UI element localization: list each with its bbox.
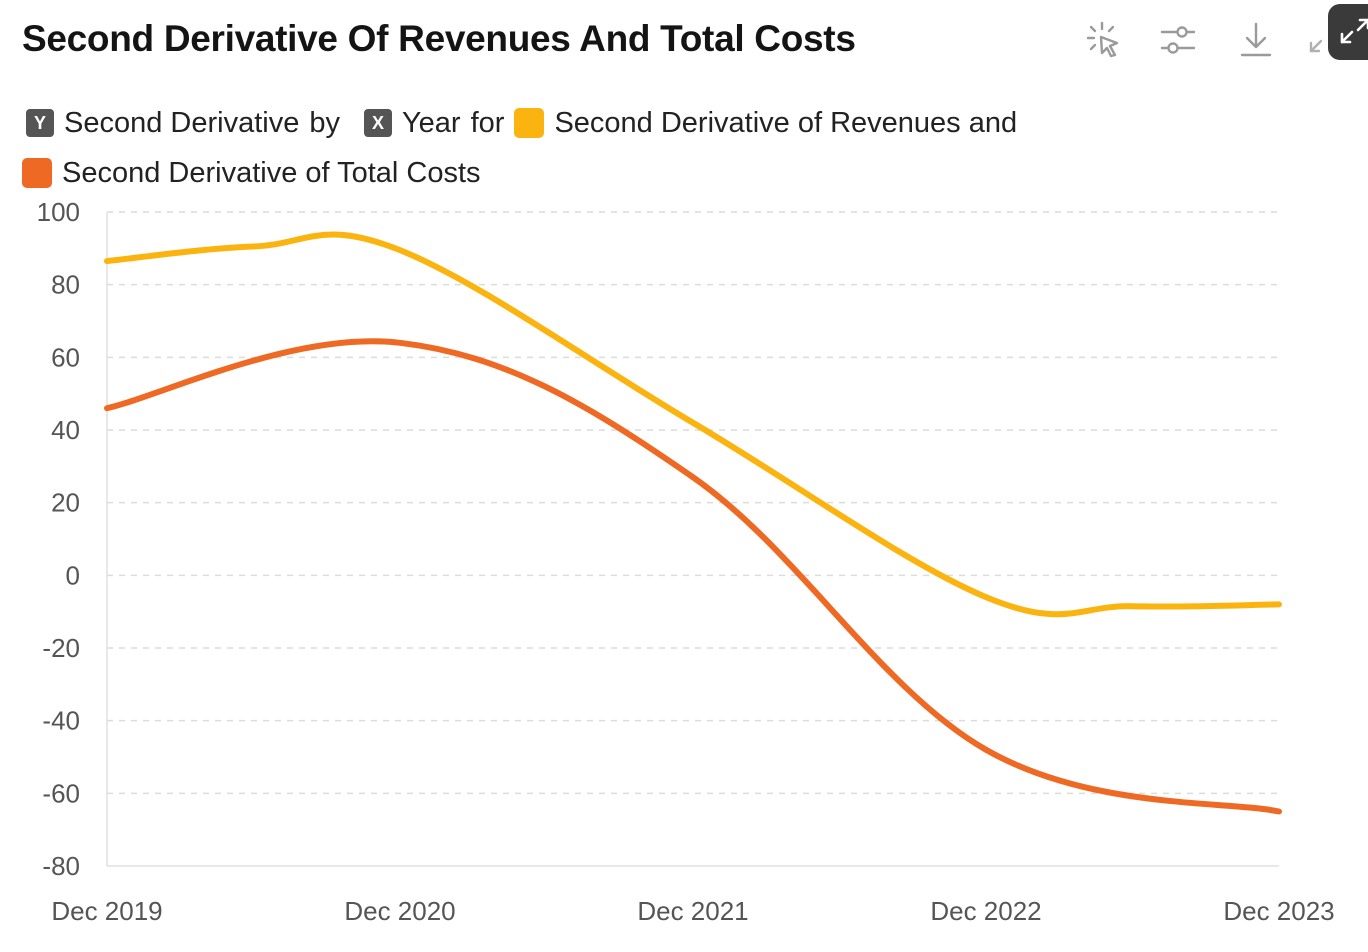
y-tick-label: -20 [42, 633, 80, 663]
y-tick-label: -40 [42, 706, 80, 736]
download-icon[interactable] [1234, 18, 1278, 62]
chart-toolbar [1080, 4, 1368, 62]
chart-legend: Y Second Derivative by X Year for Second… [22, 98, 1062, 198]
y-tick-label: 80 [51, 270, 80, 300]
legend-row-2: Second Derivative of Total Costs [22, 148, 1062, 198]
y-tick-label: 100 [37, 197, 80, 227]
revenues-series-line [104, 231, 1282, 618]
y-key-badge: Y [26, 109, 54, 137]
y-tick-label: 40 [51, 415, 80, 445]
y-tick-label: 60 [51, 342, 80, 372]
x-tick-label: Dec 2020 [344, 896, 455, 926]
x-axis-legend-text: Year [401, 107, 461, 139]
for-text: for [470, 107, 505, 139]
legend-row-1: Y Second Derivative by X Year for Second… [22, 98, 1062, 148]
revenues-legend-label[interactable]: Second Derivative of Revenues and [554, 107, 1018, 139]
x-key-badge: X [363, 109, 392, 137]
y-tick-label: -60 [42, 778, 80, 808]
total-costs-series-line [104, 338, 1282, 815]
sliders-icon[interactable] [1156, 18, 1200, 62]
collapse-icon[interactable] [1302, 18, 1338, 62]
y-tick-label: 0 [66, 560, 80, 590]
sparkle-cursor-icon[interactable] [1080, 18, 1124, 62]
x-tick-label: Dec 2022 [930, 896, 1041, 926]
y-axis-legend-text: Second Derivative [64, 107, 300, 139]
chart-title: Second Derivative Of Revenues And Total … [22, 18, 856, 59]
total-costs-legend-label[interactable]: Second Derivative of Total Costs [62, 157, 481, 189]
y-tick-label: -80 [42, 851, 80, 881]
by-text: by [309, 107, 340, 139]
x-tick-label: Dec 2019 [51, 896, 162, 926]
x-tick-label: Dec 2023 [1223, 896, 1334, 926]
expand-toggle-button[interactable] [1328, 4, 1368, 60]
y-tick-label: 20 [51, 488, 80, 518]
revenues-swatch [514, 108, 545, 138]
total-costs-swatch [22, 158, 52, 188]
x-tick-label: Dec 2021 [637, 896, 748, 926]
